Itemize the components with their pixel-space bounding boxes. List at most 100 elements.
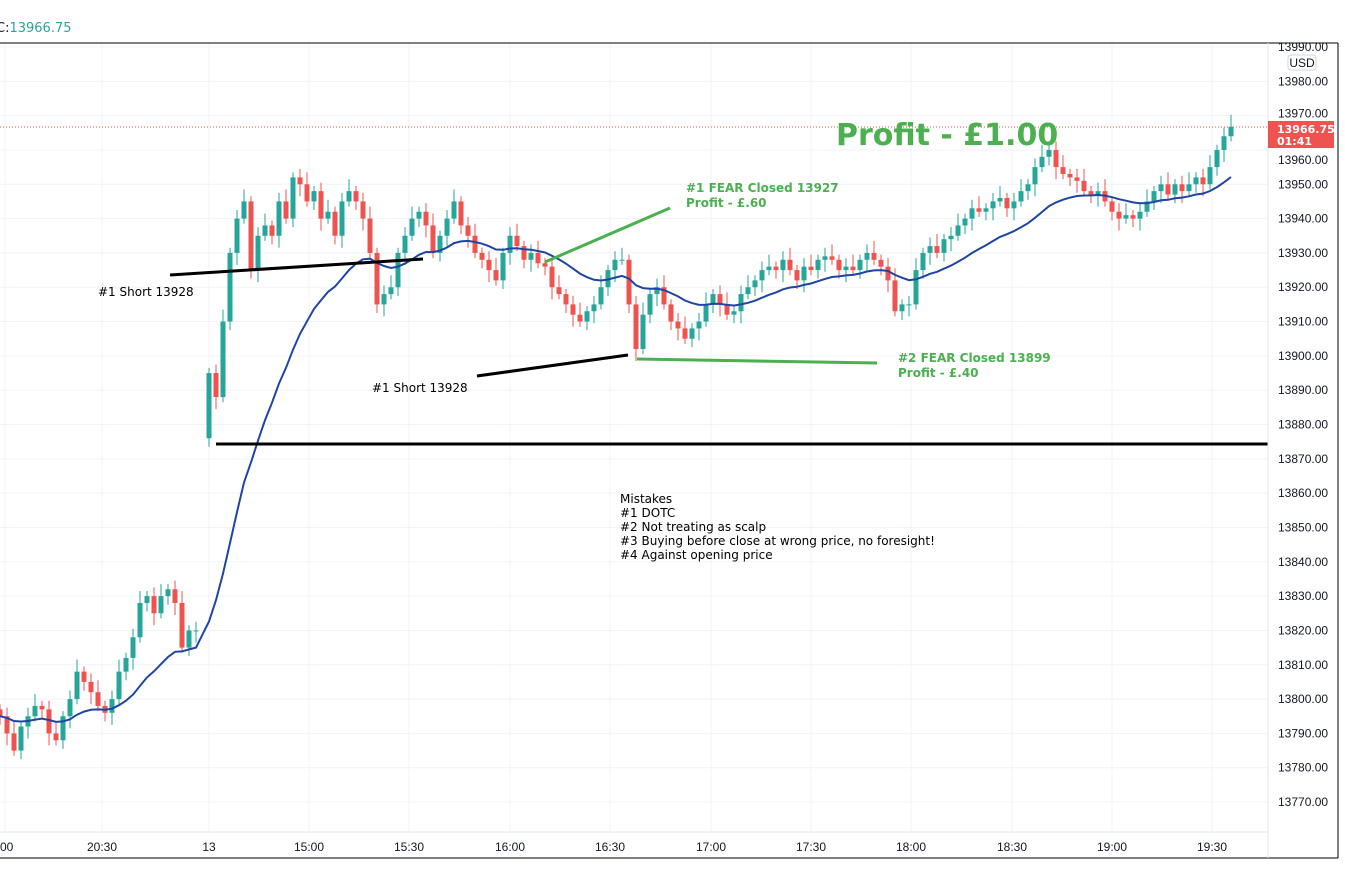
candle-body (976, 208, 982, 212)
candle-body (283, 201, 289, 219)
candle-body (948, 235, 954, 240)
candle-body (983, 208, 989, 212)
candle-body (402, 235, 408, 253)
candle-body (766, 266, 772, 271)
price-tick-label: 13770.00 (1278, 795, 1328, 809)
candle-body (88, 681, 94, 693)
candle-body (193, 630, 199, 632)
candle-body (969, 208, 975, 219)
candle-body (395, 252, 401, 288)
time-axis[interactable]: :00 20:30 13 15:00 15:30 16:00 16:30 17:00 17:30… (0, 840, 1227, 854)
candle-body (158, 596, 164, 614)
last-price-badge (1268, 121, 1334, 148)
candle-body (360, 201, 366, 219)
candle-body (738, 294, 744, 312)
candle-body (535, 252, 541, 264)
candle-body (339, 201, 345, 236)
candle-body (1074, 177, 1080, 181)
candle-body (1151, 191, 1157, 202)
candle-body (556, 287, 562, 295)
candle-body (74, 671, 80, 700)
candle-body (1109, 201, 1115, 212)
candle-body (661, 287, 667, 305)
candle-body (304, 184, 310, 202)
candle-body (18, 726, 24, 751)
candle-body (955, 225, 961, 236)
fear1-label: #1 FEAR Closed 13927 (686, 181, 839, 195)
candle-body (941, 239, 947, 253)
price-tick-label: 13930.00 (1278, 246, 1328, 260)
candle-body (1018, 191, 1024, 202)
candle-body (822, 256, 828, 260)
candle-body (1088, 191, 1094, 195)
price-axis[interactable]: 13990.00 13980.00 13970.00 13960.00 13950.00… (1278, 40, 1328, 809)
candle-body (864, 252, 870, 260)
candle-body (60, 716, 66, 741)
mistakes-line: #3 Buying before close at wrong price, n… (620, 534, 935, 548)
price-tick-label: 13860.00 (1278, 486, 1328, 500)
candle-body (857, 259, 863, 271)
candle-body (346, 191, 352, 202)
candle-body (892, 280, 898, 312)
candle-body (81, 671, 87, 682)
candle-body (773, 266, 779, 271)
mistakes-line: #4 Against opening price (620, 548, 773, 562)
candle-body (899, 304, 905, 312)
candle-body (1172, 184, 1178, 195)
candle-body (703, 304, 709, 322)
candle-body (521, 246, 527, 260)
grid (0, 43, 1268, 832)
short2-label: #1 Short 13928 (372, 381, 468, 395)
candle-body (388, 287, 394, 295)
price-tick-label: 13970.00 (1278, 107, 1328, 121)
candle-body (465, 225, 471, 236)
candle-body (1053, 149, 1059, 168)
price-tick-label: 13900.00 (1278, 349, 1328, 363)
short1-label: #1 Short 13928 (98, 285, 194, 299)
price-tick-label: 13990.00 (1278, 40, 1328, 54)
candle-body (794, 270, 800, 281)
candle-body (633, 304, 639, 350)
candle-body (1214, 149, 1220, 168)
price-tick-label: 13880.00 (1278, 418, 1328, 432)
price-tick-label: 13940.00 (1278, 212, 1328, 226)
candle-body (227, 252, 233, 322)
candle-body (780, 259, 786, 271)
time-tick-label: 18:30 (997, 840, 1027, 854)
candle-body (549, 266, 555, 288)
candle-body (67, 699, 73, 717)
candle-body (1081, 180, 1087, 192)
candle-body (458, 201, 464, 226)
short2-trendline (476, 353, 629, 378)
candle-body (1123, 215, 1129, 219)
candle-body (1200, 177, 1206, 185)
price-tick-label: 13780.00 (1278, 761, 1328, 775)
candle-body (990, 201, 996, 209)
fear2-profit: Profit - £.40 (898, 366, 979, 380)
price-tick-label: 13810.00 (1278, 658, 1328, 672)
candle-body (367, 218, 373, 253)
candle-body (934, 246, 940, 253)
price-tick-label: 13960.00 (1278, 153, 1328, 167)
candle-body (234, 218, 240, 253)
candle-body (927, 246, 933, 253)
candle-body (332, 211, 338, 236)
candle-body (591, 304, 597, 312)
candle-body (507, 235, 513, 253)
candle-body (1158, 184, 1164, 192)
candle-body (269, 225, 275, 236)
close-label: C: (0, 21, 10, 36)
candle-body (731, 311, 737, 315)
candle-body (479, 252, 485, 260)
candle-body (46, 709, 52, 734)
candle-body (598, 287, 604, 305)
candle-body (808, 266, 814, 271)
time-tick-label: :00 (0, 840, 14, 854)
candle-body (759, 270, 765, 281)
candle-body (1060, 167, 1066, 174)
candle-body (1179, 184, 1185, 192)
candle-body (1116, 211, 1122, 219)
candle-body (11, 733, 17, 751)
candle-body (563, 294, 569, 305)
